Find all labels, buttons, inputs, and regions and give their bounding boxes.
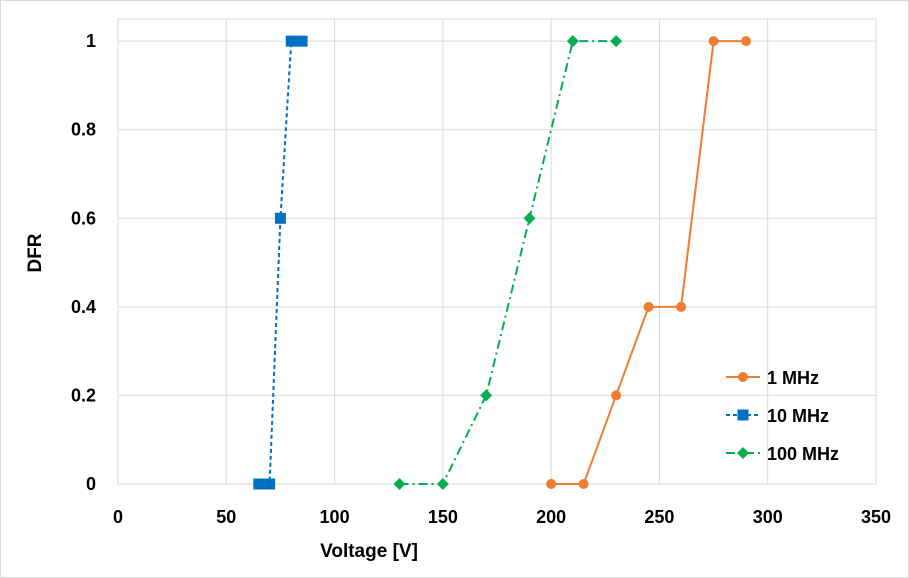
- data-point: [436, 478, 449, 490]
- y-tick-label: 0: [86, 474, 96, 494]
- data-point: [393, 478, 406, 490]
- y-axis-title: DFR: [25, 233, 46, 272]
- axis-labels: 0 50 100 150 200 250 300 350 0 0.2 0.4 0.6 0.8 1 Volta…: [25, 31, 891, 562]
- legend-label: 100 MHz: [767, 444, 839, 464]
- x-tick-label: 50: [216, 507, 236, 527]
- x-tick-label: 300: [753, 507, 783, 527]
- data-point: [676, 301, 687, 312]
- x-tick-label: 250: [644, 507, 674, 527]
- x-tick-label: 350: [861, 507, 891, 527]
- x-axis-title: Voltage [V]: [320, 541, 418, 562]
- legend-label: 1 MHz: [767, 368, 819, 388]
- y-tick-label: 0.4: [71, 297, 96, 317]
- data-point: [296, 35, 308, 47]
- data-point: [708, 36, 719, 47]
- data-point: [546, 479, 557, 489]
- x-tick-label: 100: [320, 507, 350, 527]
- series-layer: [253, 35, 752, 490]
- data-point: [578, 479, 589, 489]
- data-point: [566, 35, 579, 48]
- legend-marker: [738, 372, 748, 382]
- data-point: [611, 390, 622, 401]
- y-tick-label: 0.2: [71, 385, 96, 405]
- data-point: [741, 36, 752, 47]
- x-tick-label: 0: [113, 507, 123, 527]
- legend: 1 MHz 10 MHz 100 MHz: [726, 368, 839, 464]
- y-tick-label: 0.8: [71, 120, 96, 140]
- legend-label: 10 MHz: [767, 406, 829, 426]
- data-point: [523, 212, 536, 225]
- data-point: [253, 478, 265, 490]
- data-point: [480, 389, 493, 402]
- x-tick-label: 200: [536, 507, 566, 527]
- y-tick-label: 1: [86, 31, 96, 51]
- legend-marker: [737, 447, 749, 459]
- data-point: [264, 478, 276, 490]
- legend-marker: [737, 409, 749, 421]
- grid-lines: [118, 19, 876, 484]
- plot-area: [117, 18, 877, 485]
- data-point: [610, 35, 623, 48]
- data-point: [643, 301, 654, 312]
- data-point: [274, 212, 286, 224]
- x-tick-label: 150: [428, 507, 458, 527]
- series-line: [399, 40, 617, 485]
- y-tick-label: 0.6: [71, 208, 96, 228]
- data-point: [285, 35, 297, 47]
